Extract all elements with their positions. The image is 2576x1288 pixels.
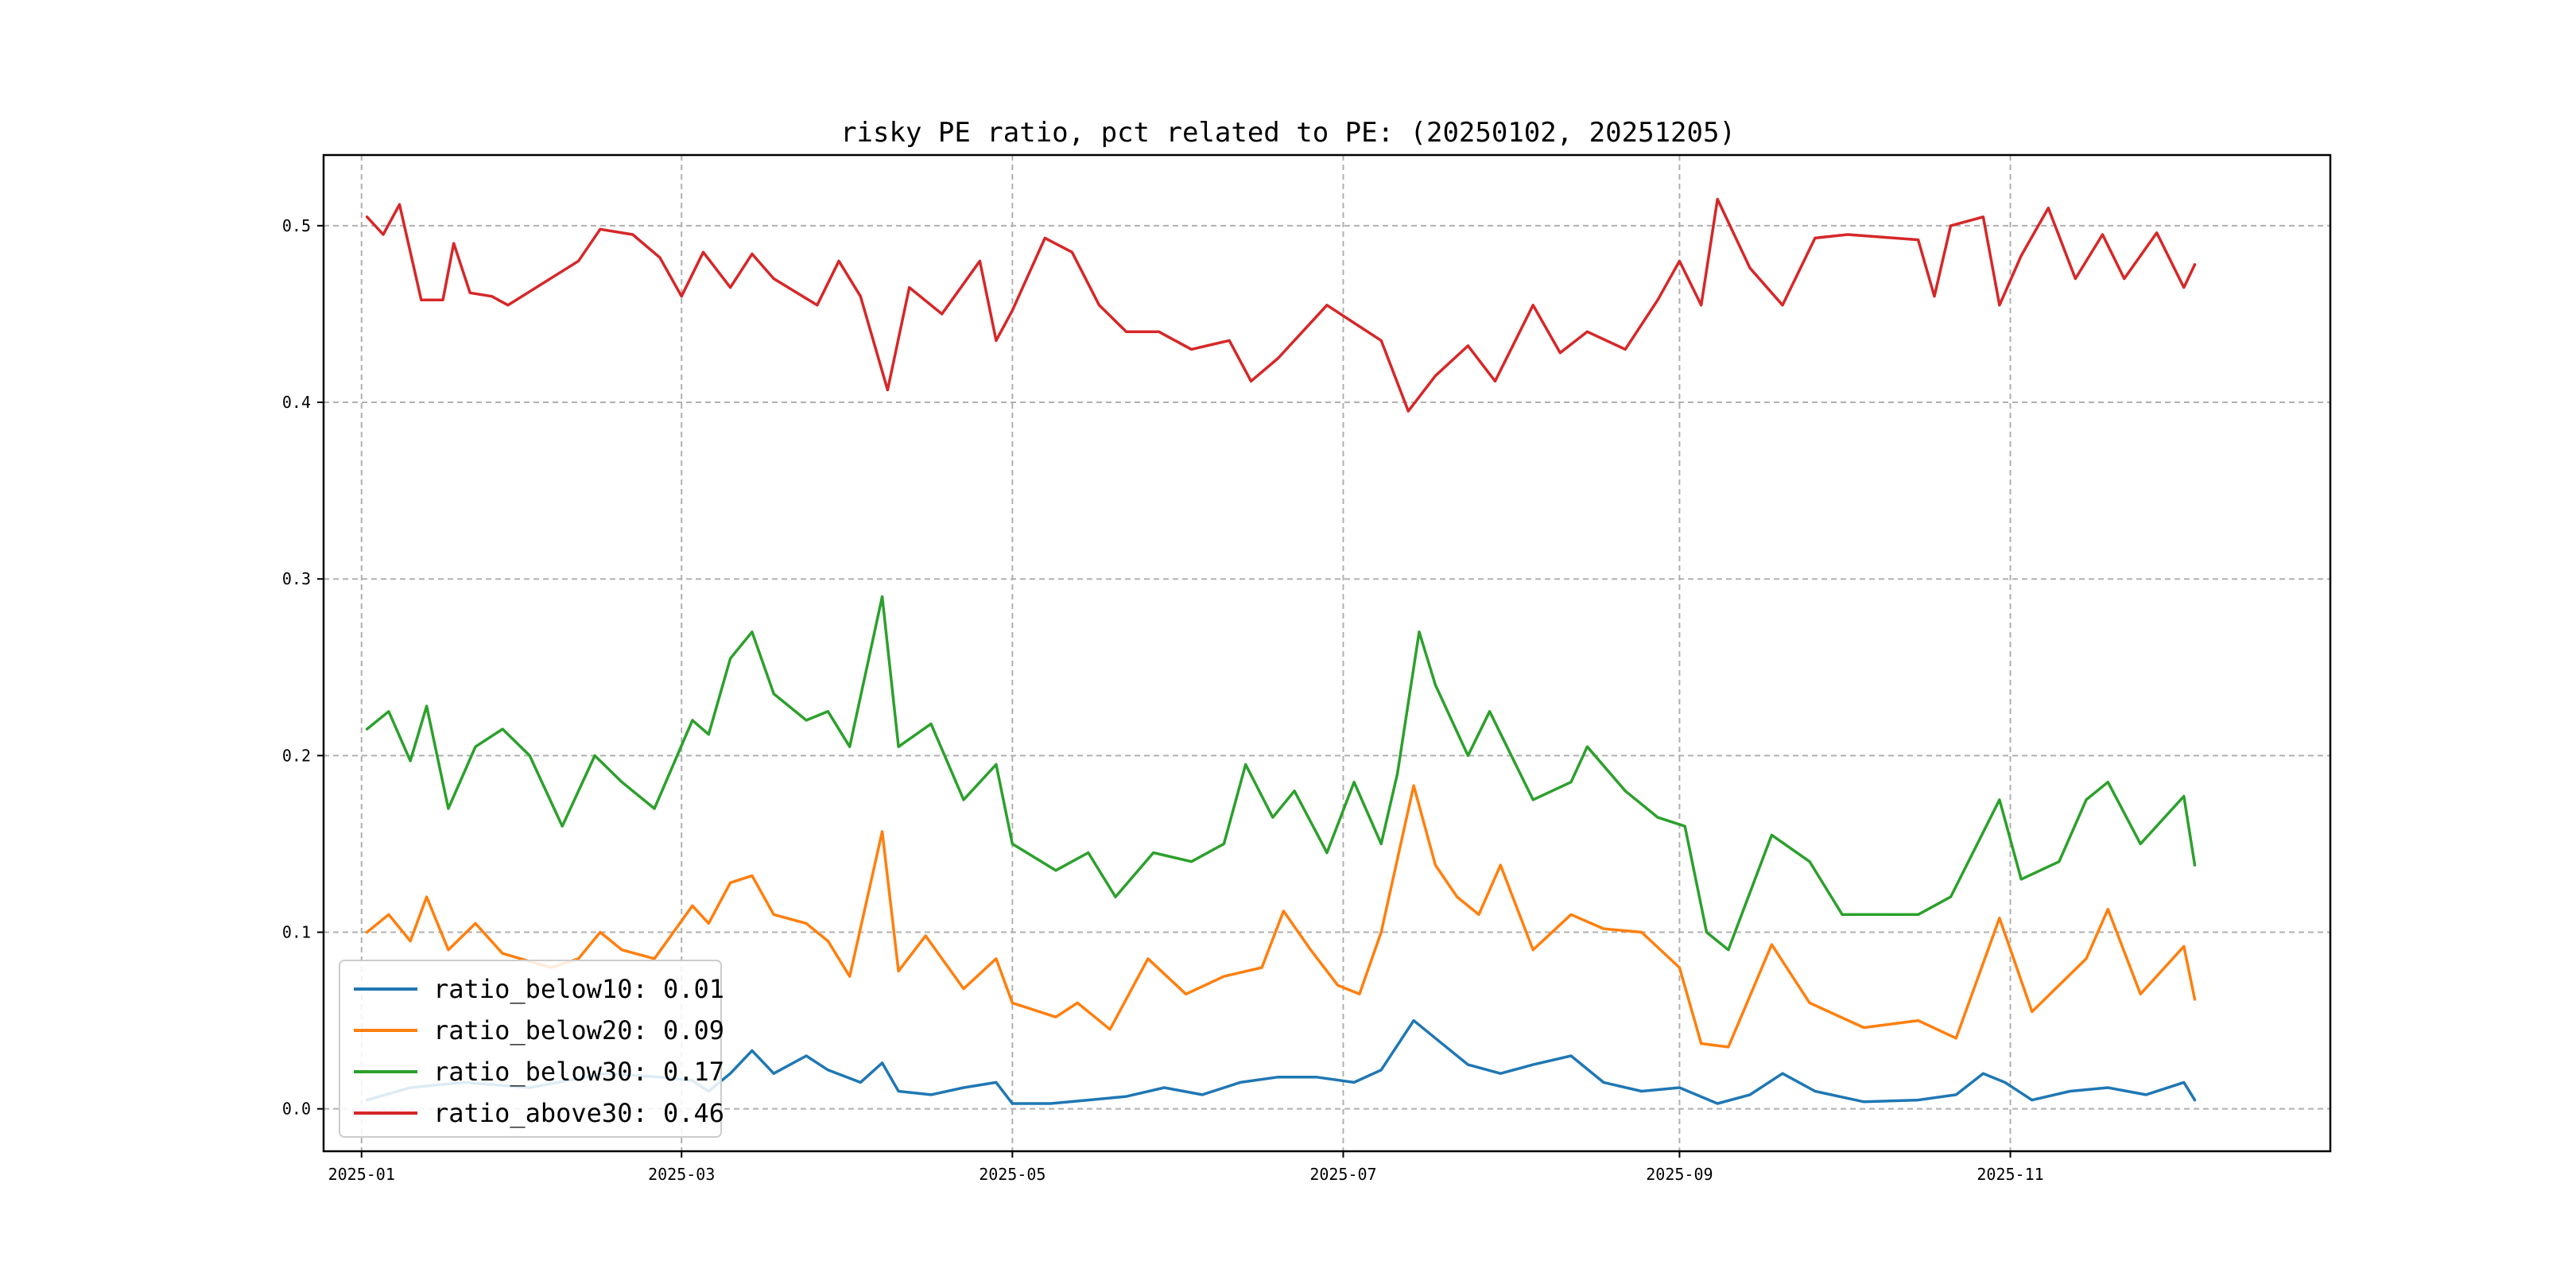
y-tick-label: 0.0 bbox=[282, 1100, 311, 1119]
series-lines bbox=[365, 197, 2197, 1105]
legend-label: ratio_above30: 0.46 bbox=[433, 1098, 724, 1128]
x-tick-label: 2025-01 bbox=[328, 1165, 395, 1184]
series-line-2 bbox=[365, 595, 2197, 952]
x-tick-label: 2025-05 bbox=[979, 1165, 1046, 1184]
legend: ratio_below10: 0.01 ratio_below20: 0.09 ra… bbox=[339, 960, 724, 1138]
x-tick-label: 2025-09 bbox=[1646, 1165, 1713, 1184]
y-axis: 0.0 0.1 0.2 0.3 0.4 0.5 bbox=[282, 216, 324, 1119]
grid bbox=[324, 155, 2330, 1151]
y-tick-label: 0.4 bbox=[282, 393, 311, 412]
series-line-1 bbox=[365, 784, 2197, 1049]
series-line-3 bbox=[365, 197, 2197, 413]
series-line-0 bbox=[365, 1018, 2197, 1105]
legend-label: ratio_below10: 0.01 bbox=[433, 974, 724, 1004]
y-tick-label: 0.3 bbox=[282, 569, 311, 588]
y-tick-label: 0.2 bbox=[282, 746, 311, 765]
y-tick-label: 0.5 bbox=[282, 216, 311, 235]
legend-label: ratio_below20: 0.09 bbox=[433, 1015, 724, 1046]
x-tick-label: 2025-07 bbox=[1309, 1165, 1376, 1184]
x-tick-label: 2025-11 bbox=[1977, 1165, 2043, 1184]
plot-area-frame bbox=[322, 153, 2332, 1153]
x-axis: 2025-01 2025-03 2025-05 2025-07 2025-09 2025-… bbox=[328, 1151, 2044, 1184]
legend-box bbox=[339, 960, 722, 1138]
chart-title: risky PE ratio, pct related to PE: (2025… bbox=[840, 117, 1736, 149]
legend-label: ratio_below30: 0.17 bbox=[433, 1057, 724, 1087]
y-tick-label: 0.1 bbox=[282, 923, 311, 942]
x-tick-label: 2025-03 bbox=[648, 1165, 715, 1184]
